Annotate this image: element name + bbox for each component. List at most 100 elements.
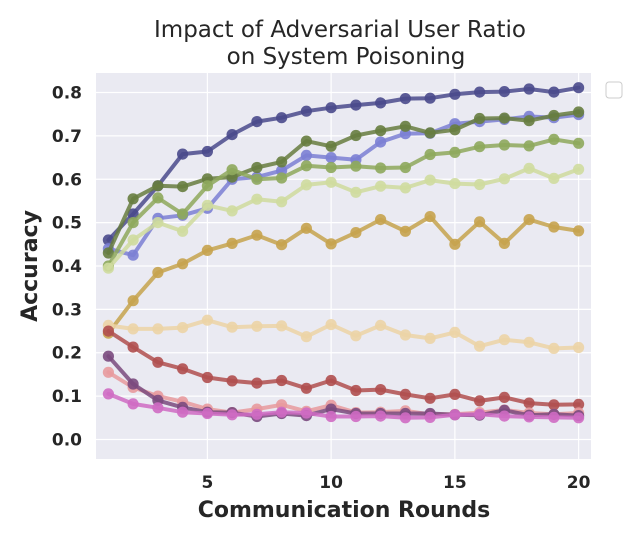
data-point	[474, 86, 486, 98]
data-point	[399, 161, 411, 174]
data-point	[375, 319, 387, 331]
data-point	[350, 410, 362, 423]
x-axis-label: Communication Rounds	[198, 498, 491, 523]
data-point	[548, 133, 560, 145]
data-point	[251, 408, 263, 420]
data-point	[523, 115, 535, 127]
data-point	[201, 314, 213, 326]
data-point	[498, 391, 510, 403]
data-point	[375, 97, 387, 109]
data-point	[251, 193, 263, 205]
data-point	[548, 86, 560, 98]
data-point	[102, 247, 114, 259]
data-point	[350, 186, 362, 198]
tick-labels: 0.0 0.1 0.2 0.3 0.4 0.5 0.6 0.7 0.8 5 10 15 20	[52, 84, 591, 493]
series-5	[102, 162, 585, 274]
data-point	[449, 388, 461, 400]
data-point	[548, 109, 560, 122]
series-11	[102, 388, 585, 424]
data-point	[152, 356, 164, 368]
data-point	[127, 234, 139, 246]
series-6	[102, 211, 585, 339]
data-point	[375, 384, 387, 396]
data-point	[201, 244, 213, 256]
legend-box	[605, 81, 623, 99]
y-tick-label: 0.4	[52, 257, 82, 277]
series-1	[102, 82, 585, 246]
data-point	[548, 342, 560, 354]
data-point	[424, 411, 436, 423]
data-point	[300, 179, 312, 191]
data-point	[102, 350, 114, 362]
data-point	[573, 82, 585, 94]
data-point	[325, 374, 337, 387]
data-point	[152, 192, 164, 204]
data-point	[523, 140, 535, 152]
data-point	[350, 384, 362, 397]
data-point	[127, 249, 139, 261]
data-point	[152, 180, 164, 192]
data-point	[177, 406, 189, 418]
data-point	[127, 341, 139, 353]
data-point	[399, 388, 411, 400]
x-tick-label: 15	[443, 473, 467, 493]
data-point	[350, 160, 362, 172]
data-point	[573, 225, 585, 237]
data-point	[300, 222, 312, 234]
data-point	[251, 161, 263, 174]
data-point	[102, 366, 114, 378]
data-point	[127, 398, 139, 410]
data-point	[325, 161, 337, 174]
data-point	[498, 237, 510, 249]
data-point	[152, 402, 164, 414]
data-point	[300, 407, 312, 419]
grid	[96, 73, 591, 459]
data-point	[498, 86, 510, 98]
data-point	[350, 129, 362, 142]
data-point	[375, 214, 387, 226]
data-point	[300, 160, 312, 172]
data-point	[226, 375, 238, 387]
data-point	[474, 340, 486, 352]
data-point	[325, 102, 337, 114]
data-point	[350, 227, 362, 239]
data-point	[325, 152, 337, 164]
data-point	[523, 214, 535, 226]
data-point	[399, 120, 411, 132]
data-point	[399, 182, 411, 194]
data-point	[474, 216, 486, 228]
data-point	[498, 173, 510, 185]
data-point	[375, 136, 387, 148]
y-tick-label: 0.2	[52, 344, 82, 364]
data-point	[399, 329, 411, 341]
data-point	[573, 398, 585, 410]
data-point	[102, 325, 114, 337]
data-point	[523, 336, 535, 348]
data-point	[399, 412, 411, 424]
data-point	[350, 330, 362, 342]
data-point	[177, 208, 189, 220]
data-point	[177, 363, 189, 375]
data-point	[300, 135, 312, 147]
data-point	[251, 116, 263, 128]
data-point	[449, 124, 461, 136]
data-point	[474, 178, 486, 191]
series-layer	[102, 82, 585, 424]
data-point	[102, 262, 114, 274]
data-point	[548, 399, 560, 411]
data-point	[498, 112, 510, 124]
data-point	[498, 334, 510, 346]
data-point	[300, 331, 312, 343]
data-point	[276, 374, 288, 387]
data-point	[350, 99, 362, 111]
data-point	[276, 172, 288, 184]
data-point	[449, 409, 461, 421]
y-tick-label: 0.5	[52, 214, 82, 234]
data-point	[424, 148, 436, 161]
data-point	[399, 93, 411, 105]
data-point	[523, 397, 535, 409]
series-4	[102, 133, 585, 272]
data-point	[498, 410, 510, 422]
data-point	[325, 319, 337, 331]
